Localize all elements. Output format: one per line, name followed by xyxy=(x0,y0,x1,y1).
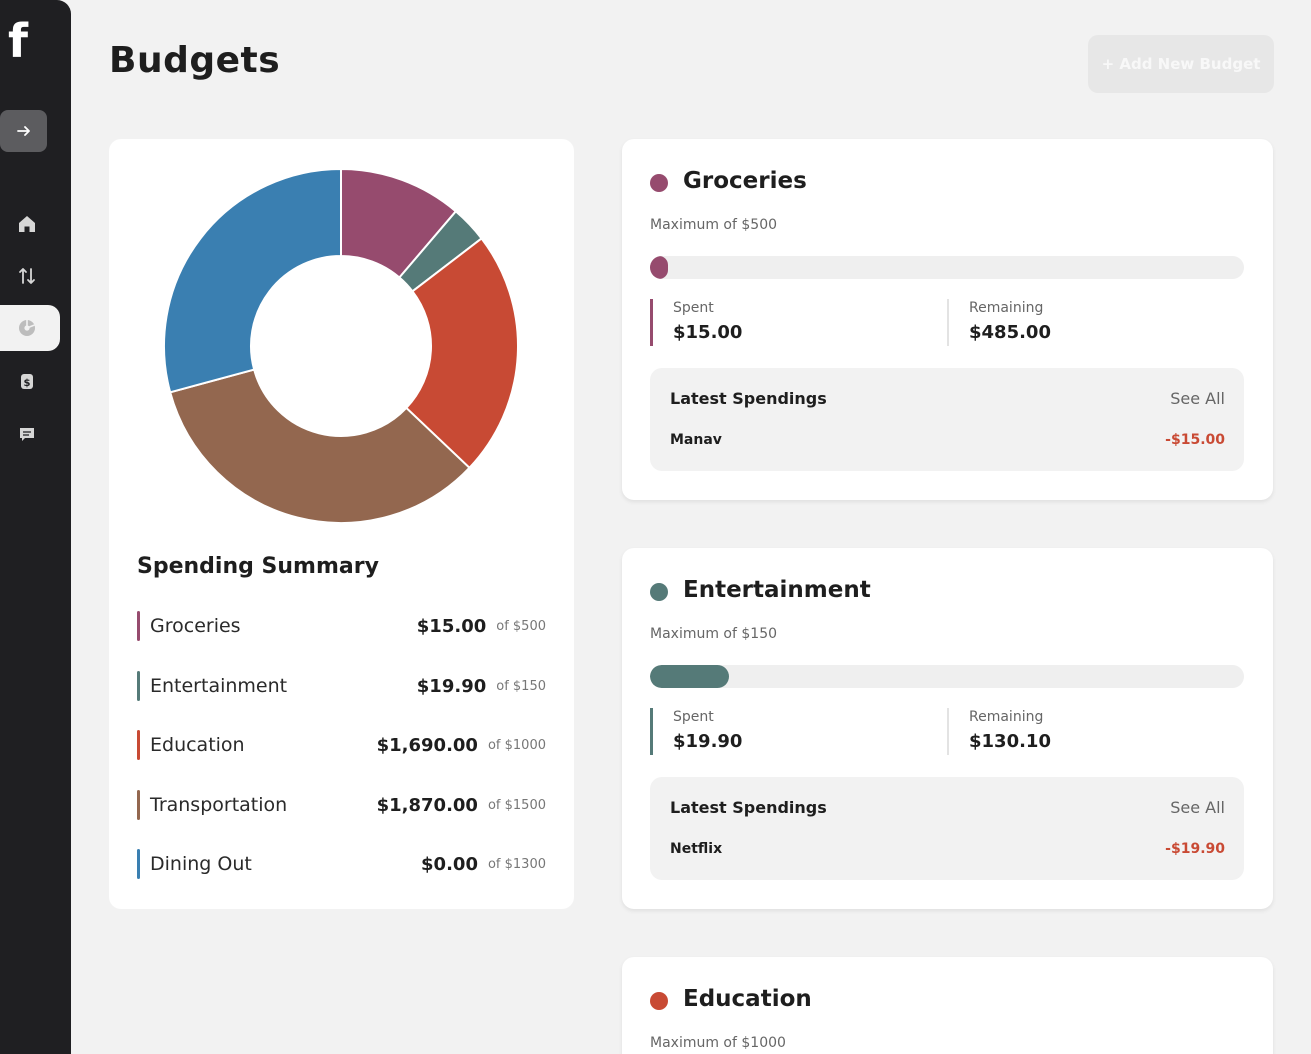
budget-card-groceries: Groceries Maximum of $500 Spent $15.00 R… xyxy=(622,139,1273,500)
donut-slice-dining-out xyxy=(163,168,342,394)
budget-maximum: Maximum of $150 xyxy=(650,626,778,642)
summary-color-bar xyxy=(137,790,140,820)
logo: f xyxy=(8,14,29,68)
home-icon xyxy=(19,216,35,232)
transaction-amount: -$15.00 xyxy=(1165,432,1225,448)
summary-max: of $1300 xyxy=(487,856,546,872)
summary-amount: $1,690.00 xyxy=(376,734,478,756)
svg-text:$: $ xyxy=(24,378,31,389)
budgets-icon xyxy=(19,320,35,336)
pots-icon: $ xyxy=(21,374,33,389)
remaining-value: $130.10 xyxy=(969,731,1051,752)
summary-row: Dining Out $0.00 of $1300 xyxy=(137,849,546,879)
spent-value: $15.00 xyxy=(673,322,743,343)
budget-color-dot xyxy=(650,583,668,601)
nav-transactions[interactable] xyxy=(0,253,60,299)
remaining-stat: Remaining $130.10 xyxy=(947,708,1051,755)
summary-max: of $1500 xyxy=(487,797,546,813)
budget-color-dot xyxy=(650,992,668,1010)
summary-label: Groceries xyxy=(150,615,241,637)
spent-value: $19.90 xyxy=(673,731,743,752)
spent-label: Spent xyxy=(673,300,714,316)
remaining-stat: Remaining $485.00 xyxy=(947,299,1051,346)
bills-icon xyxy=(20,428,34,441)
latest-spendings-title: Latest Spendings xyxy=(670,389,827,408)
spending-summary-card: Spending Summary Groceries $15.00 of $50… xyxy=(109,139,574,909)
summary-amount: $0.00 xyxy=(421,853,478,875)
nav-overview[interactable] xyxy=(0,201,60,247)
remaining-label: Remaining xyxy=(969,709,1044,725)
budget-progress-fill xyxy=(650,256,668,279)
summary-row: Education $1,690.00 of $1000 xyxy=(137,730,546,760)
budget-maximum: Maximum of $500 xyxy=(650,217,778,233)
spent-stat: Spent $19.90 xyxy=(650,708,742,755)
summary-row: Entertainment $19.90 of $150 xyxy=(137,671,546,701)
summary-amount: $1,870.00 xyxy=(376,794,478,816)
remaining-label: Remaining xyxy=(969,300,1044,316)
expand-sidebar-button[interactable] xyxy=(0,110,47,152)
summary-row: Transportation $1,870.00 of $1500 xyxy=(137,790,546,820)
sidebar: f $ xyxy=(0,0,71,1054)
budget-name: Education xyxy=(683,986,812,1012)
summary-color-bar xyxy=(137,611,140,641)
summary-label: Education xyxy=(150,734,245,756)
budget-progress-bar xyxy=(650,256,1244,279)
see-all-link[interactable]: See All xyxy=(1170,798,1225,817)
transaction-name: Netflix xyxy=(670,841,723,857)
summary-label: Entertainment xyxy=(150,675,288,697)
summary-amount: $15.00 xyxy=(416,615,487,637)
nav-pots[interactable]: $ xyxy=(0,358,60,404)
transaction-amount: -$19.90 xyxy=(1165,841,1225,857)
budget-color-dot xyxy=(650,174,668,192)
spending-summary-title: Spending Summary xyxy=(137,554,379,579)
budget-maximum: Maximum of $1000 xyxy=(650,1035,786,1051)
latest-spendings: Latest Spendings See All Netflix -$19.90 xyxy=(650,777,1244,880)
summary-color-bar xyxy=(137,849,140,879)
latest-spendings-title: Latest Spendings xyxy=(670,798,827,817)
budget-card-education: Education Maximum of $1000 xyxy=(622,957,1273,1054)
nav-budgets[interactable] xyxy=(0,305,60,351)
latest-spendings: Latest Spendings See All Manav -$15.00 xyxy=(650,368,1244,471)
spent-label: Spent xyxy=(673,709,714,725)
page-title: Budgets xyxy=(109,40,281,81)
summary-max: of $150 xyxy=(496,678,546,694)
budget-name: Groceries xyxy=(683,168,807,194)
transaction-name: Manav xyxy=(670,432,722,448)
spent-stat: Spent $15.00 xyxy=(650,299,742,346)
budget-card-entertainment: Entertainment Maximum of $150 Spent $19.… xyxy=(622,548,1273,909)
summary-label: Transportation xyxy=(150,794,288,816)
nav-bills[interactable] xyxy=(0,411,60,457)
budget-progress-fill xyxy=(650,665,729,688)
remaining-value: $485.00 xyxy=(969,322,1051,343)
see-all-link[interactable]: See All xyxy=(1170,389,1225,408)
donut-chart xyxy=(163,168,519,524)
summary-label: Dining Out xyxy=(150,853,252,875)
transactions-icon xyxy=(19,268,35,284)
budget-progress-bar xyxy=(650,665,1244,688)
summary-max: of $1000 xyxy=(487,737,546,753)
add-new-budget-button[interactable]: + Add New Budget xyxy=(1088,35,1274,93)
summary-color-bar xyxy=(137,671,140,701)
arrow-right-icon xyxy=(16,126,30,136)
summary-row: Groceries $15.00 of $500 xyxy=(137,611,546,641)
budget-name: Entertainment xyxy=(683,577,871,603)
summary-max: of $500 xyxy=(496,618,546,634)
donut-slice-transportation xyxy=(168,368,471,524)
summary-color-bar xyxy=(137,730,140,760)
summary-amount: $19.90 xyxy=(416,675,487,697)
donut-slice-education xyxy=(404,237,519,470)
